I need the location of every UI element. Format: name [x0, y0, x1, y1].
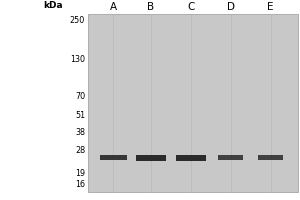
- Text: C: C: [187, 2, 195, 12]
- Text: kDa: kDa: [43, 1, 63, 10]
- Text: D: D: [227, 2, 235, 12]
- Text: 16: 16: [75, 180, 85, 189]
- Text: A: A: [110, 2, 117, 12]
- Text: 130: 130: [70, 55, 85, 64]
- Text: 51: 51: [75, 111, 85, 120]
- Text: 70: 70: [75, 92, 85, 101]
- Text: B: B: [147, 2, 155, 12]
- Text: E: E: [268, 2, 274, 12]
- Text: 19: 19: [75, 169, 85, 178]
- Text: 250: 250: [70, 16, 85, 25]
- Text: 38: 38: [75, 128, 85, 137]
- Text: 28: 28: [75, 146, 85, 155]
